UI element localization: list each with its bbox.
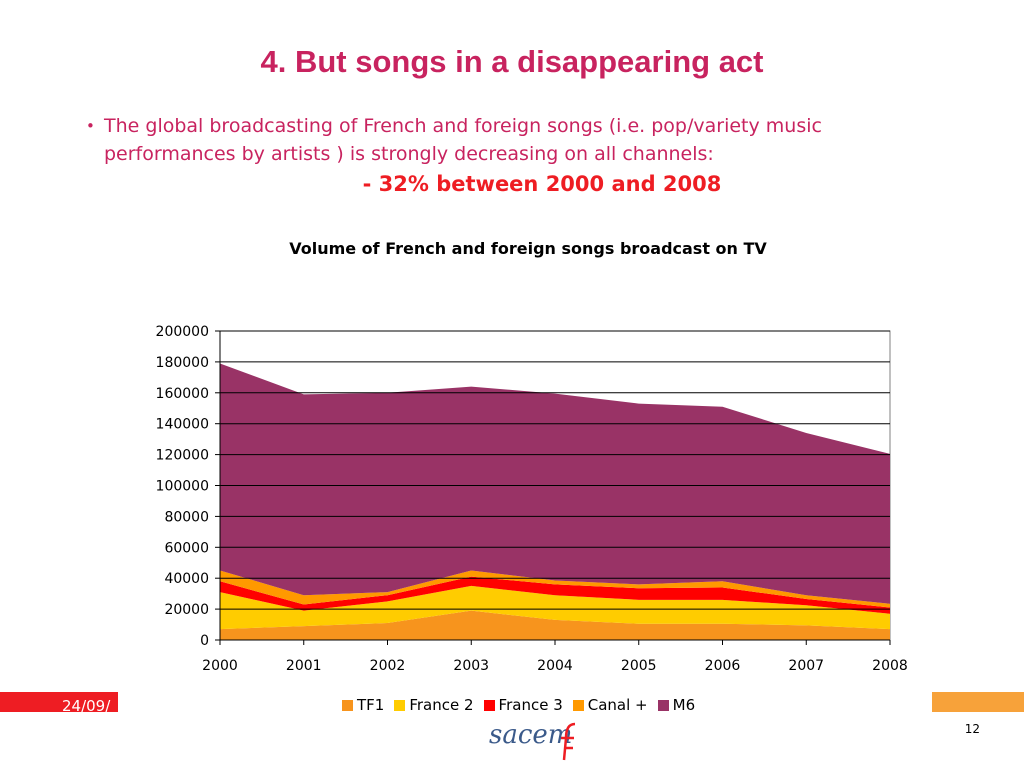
page-number: 12 [964,722,980,736]
chart-title: Volume of French and foreign songs broad… [289,239,767,258]
y-tick-label: 160000 [156,386,209,402]
y-tick-label: 140000 [156,417,209,433]
legend-item: France 2 [394,696,474,714]
chart-legend: TF1 France 2 France 3 Canal + M6 [342,696,695,714]
x-tick-label: 2008 [872,658,908,674]
highlight-statistic: - 32% between 2000 and 2008 [362,172,722,196]
y-tick-label: 40000 [164,571,209,587]
x-tick-label: 2003 [453,658,489,674]
footer-bar-right [932,692,1024,712]
area-series-france-2 [220,585,890,630]
x-tick-label: 2001 [286,658,322,674]
legend-item: M6 [657,696,696,714]
footer-date: 24/09/ [62,697,111,715]
y-tick-label: 80000 [164,509,209,525]
legend-item: Canal + [572,696,648,714]
legend-item: TF1 [342,696,384,714]
bullet-point: • The global broadcasting of French and … [86,112,906,168]
legend-swatch [483,699,495,711]
bullet-text: The global broadcasting of French and fo… [104,115,822,165]
stacked-area-chart: 0 20000 40000 60000 80000 100000 120000 140000 1… [156,324,908,674]
legend-item: France 3 [483,696,563,714]
legend-swatch [572,699,584,711]
x-tick-label: 2007 [788,658,824,674]
y-tick-label: 60000 [164,540,209,556]
slide-title: 4. But songs in a disappearing act [260,44,764,79]
area-series-france-3 [220,576,890,614]
legend-label: TF1 [357,696,385,714]
x-tick-label: 2006 [705,658,741,674]
legend-label: France 2 [409,696,474,714]
legend-label: Canal + [587,696,648,714]
legend-swatch [342,699,353,711]
y-tick-label: 0 [200,633,209,649]
y-tick-label: 200000 [156,324,209,340]
y-tick-label: 20000 [164,602,209,618]
sacem-logo: sacem [489,720,576,761]
y-tick-label: 100000 [156,479,209,495]
legend-swatch [394,699,406,711]
x-tick-label: 2004 [537,658,573,674]
x-tick-label: 2000 [202,658,238,674]
y-tick-label: 180000 [156,355,209,371]
x-tick-label: 2005 [621,658,657,674]
bullet-symbol: • [86,117,95,135]
y-tick-label: 120000 [156,448,209,464]
footer-bar-left [0,692,118,712]
area-series-tf1 [220,610,890,640]
area-series-canal [220,570,890,608]
legend-label: France 3 [498,696,563,714]
logo-text: sacem [489,720,573,750]
x-tick-label: 2002 [370,658,406,674]
legend-label: M6 [672,696,696,714]
legend-swatch [657,699,669,711]
logo-mark-icon [561,722,576,761]
